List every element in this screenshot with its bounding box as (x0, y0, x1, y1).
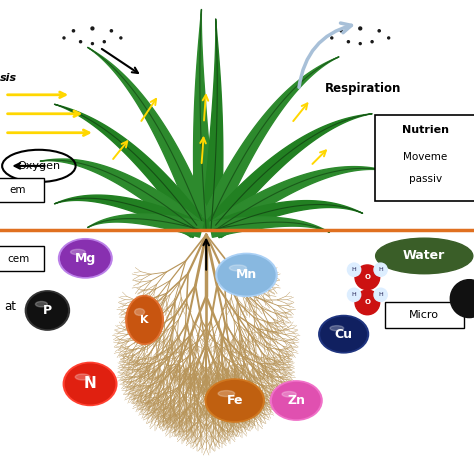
Ellipse shape (75, 374, 90, 380)
Circle shape (91, 43, 93, 45)
Polygon shape (55, 195, 201, 237)
Text: passiv: passiv (409, 174, 442, 184)
Circle shape (347, 41, 349, 43)
Ellipse shape (270, 380, 323, 421)
Circle shape (110, 30, 112, 32)
Text: at: at (5, 301, 17, 313)
Ellipse shape (204, 378, 265, 423)
Ellipse shape (36, 301, 47, 307)
Text: N: N (84, 376, 96, 392)
Polygon shape (55, 104, 204, 231)
Text: sis: sis (0, 73, 17, 82)
Text: Moveme: Moveme (403, 152, 447, 162)
Circle shape (340, 30, 342, 32)
Polygon shape (212, 201, 363, 238)
Text: H: H (352, 267, 356, 272)
Circle shape (359, 27, 362, 30)
Circle shape (120, 37, 122, 39)
Ellipse shape (63, 362, 118, 406)
Circle shape (103, 41, 105, 43)
Circle shape (371, 41, 373, 43)
Polygon shape (88, 214, 203, 237)
Ellipse shape (318, 315, 369, 354)
Circle shape (450, 280, 474, 318)
Ellipse shape (375, 238, 473, 274)
Ellipse shape (229, 265, 246, 271)
Ellipse shape (207, 381, 262, 420)
Circle shape (347, 263, 361, 276)
Text: Water: Water (403, 249, 446, 263)
Text: cem: cem (7, 254, 29, 264)
Circle shape (63, 37, 65, 39)
Circle shape (355, 265, 380, 290)
Polygon shape (201, 19, 223, 231)
Ellipse shape (61, 240, 110, 276)
Text: Oxygen: Oxygen (18, 161, 60, 171)
Circle shape (80, 41, 82, 43)
Polygon shape (40, 159, 203, 237)
Circle shape (388, 37, 390, 39)
FancyBboxPatch shape (375, 115, 474, 201)
Ellipse shape (273, 383, 320, 419)
Text: H: H (378, 292, 383, 297)
Ellipse shape (321, 317, 366, 351)
Polygon shape (88, 47, 210, 224)
Polygon shape (202, 57, 339, 224)
Ellipse shape (125, 295, 164, 345)
Text: CO₂: CO₂ (81, 30, 104, 41)
Text: Fe: Fe (227, 394, 243, 407)
Ellipse shape (330, 326, 344, 331)
FancyBboxPatch shape (0, 178, 44, 202)
Circle shape (378, 30, 380, 32)
Circle shape (374, 263, 387, 276)
Polygon shape (210, 217, 329, 237)
FancyArrowPatch shape (299, 23, 351, 87)
Text: K: K (140, 315, 149, 325)
Polygon shape (210, 166, 386, 237)
Polygon shape (193, 9, 217, 231)
Ellipse shape (58, 238, 113, 279)
Circle shape (359, 43, 361, 45)
Ellipse shape (215, 253, 278, 297)
Text: Respiration: Respiration (325, 82, 401, 95)
Circle shape (355, 290, 380, 315)
Ellipse shape (135, 309, 145, 315)
Ellipse shape (218, 255, 275, 295)
Circle shape (347, 288, 361, 301)
Ellipse shape (282, 392, 296, 397)
Text: Mn: Mn (236, 268, 257, 282)
Text: H: H (378, 267, 383, 272)
Text: Cu: Cu (335, 328, 353, 341)
Circle shape (91, 27, 94, 30)
Ellipse shape (71, 249, 85, 255)
Text: H: H (352, 292, 356, 297)
Ellipse shape (128, 297, 161, 343)
Text: CO₂: CO₂ (349, 30, 372, 41)
Text: Zn: Zn (287, 394, 305, 407)
Text: P: P (43, 304, 52, 317)
Circle shape (73, 30, 74, 32)
Text: em: em (10, 185, 26, 195)
Text: Micro: Micro (409, 310, 439, 320)
FancyBboxPatch shape (0, 246, 44, 271)
Polygon shape (209, 114, 372, 231)
Ellipse shape (218, 391, 235, 397)
Ellipse shape (27, 292, 67, 328)
Ellipse shape (25, 290, 70, 331)
Text: Mg: Mg (75, 252, 96, 265)
Circle shape (374, 288, 387, 301)
Text: O: O (365, 274, 370, 280)
Circle shape (331, 37, 333, 39)
Text: Nutrien: Nutrien (401, 125, 449, 135)
Text: O: O (365, 300, 370, 305)
FancyBboxPatch shape (385, 302, 464, 328)
Ellipse shape (65, 364, 115, 404)
